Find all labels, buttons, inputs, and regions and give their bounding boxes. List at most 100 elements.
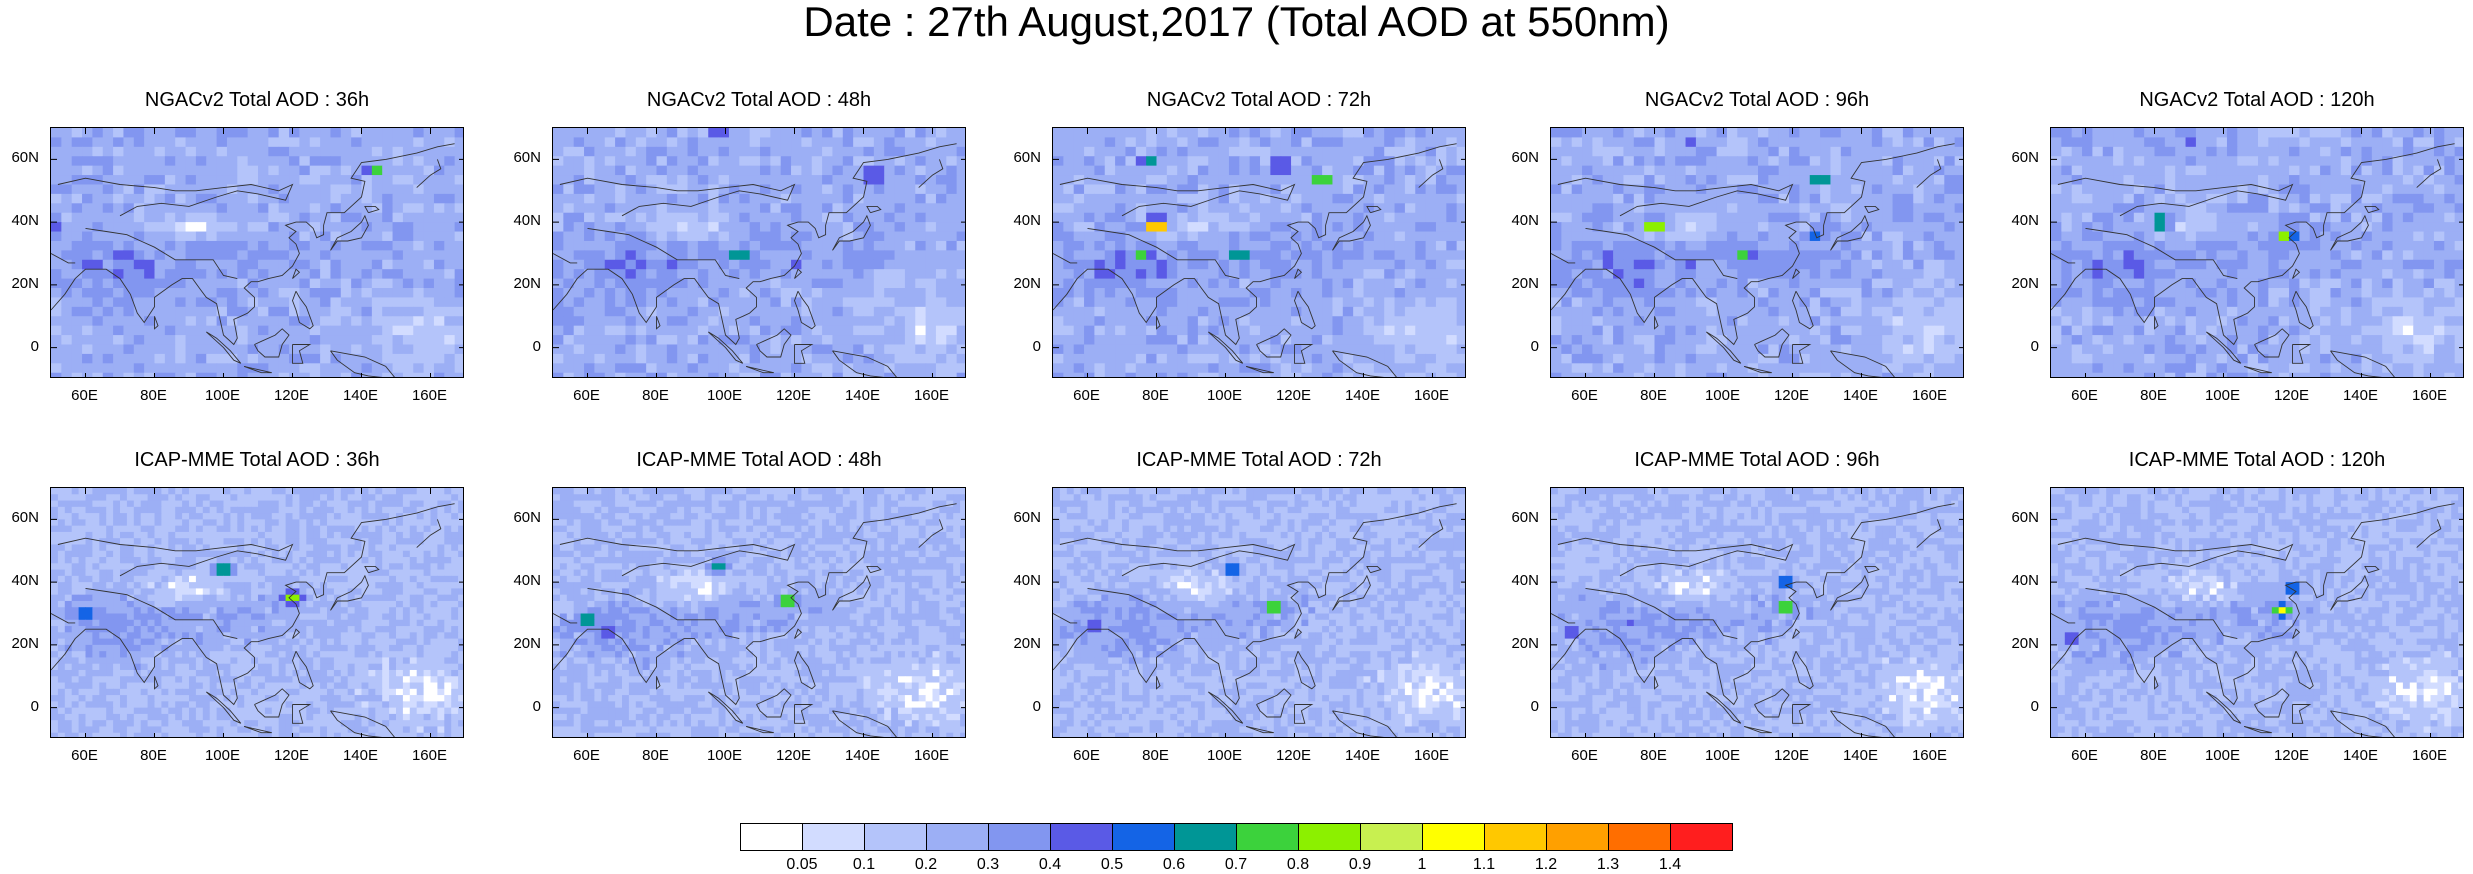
aod-cell: [728, 259, 740, 270]
aod-cell: [51, 146, 62, 157]
aod-cell: [1851, 372, 1862, 377]
aod-cell: [61, 212, 73, 223]
aod-cell: [289, 363, 300, 374]
aod-cell: [371, 165, 383, 176]
aod-cell: [853, 335, 864, 345]
aod-cell: [1778, 212, 1790, 223]
coastline: [1830, 350, 1895, 377]
aod-cell: [1218, 353, 1230, 364]
aod-cell: [1747, 335, 1759, 345]
aod-cell: [697, 165, 709, 176]
aod-cell: [1871, 259, 1883, 270]
aod-cell: [573, 137, 585, 148]
aod-cell: [801, 222, 813, 233]
aod-cell: [718, 240, 730, 251]
aod-cell: [351, 353, 362, 364]
aod-field: [1551, 128, 1963, 377]
aod-cell: [1747, 353, 1759, 364]
aod-cell: [1820, 156, 1831, 167]
aod-cell: [2216, 137, 2228, 148]
aod-cell: [1177, 288, 1189, 298]
aod-cell: [1311, 316, 1323, 327]
aod-cell: [247, 165, 259, 176]
aod-cell: [1551, 203, 1562, 214]
aod-cell: [371, 288, 383, 298]
aod-cell: [2144, 175, 2155, 185]
aod-cell: [563, 128, 575, 138]
aod-cell: [195, 278, 207, 289]
aod-cell: [454, 240, 463, 251]
aod-cell: [1737, 146, 1749, 157]
aod-cell: [1892, 335, 1904, 345]
aod-cell: [1840, 306, 1852, 317]
aod-cell: [739, 128, 751, 138]
aod-cell: [946, 325, 958, 336]
aod-cell: [1923, 306, 1935, 317]
aod-cell: [2258, 175, 2269, 185]
aod-cell: [728, 231, 740, 242]
aod-cell: [1446, 212, 1458, 223]
aod-cell: [2444, 128, 2456, 138]
aod-cell: [154, 137, 166, 148]
aod-cell: [1592, 288, 1604, 298]
aod-cell: [573, 212, 585, 223]
aod-cell: [2330, 184, 2342, 195]
aod-cell: [340, 278, 352, 289]
aod-cell: [1747, 212, 1759, 223]
aod-cell: [553, 184, 564, 195]
aod-cell: [904, 325, 916, 336]
aod-cell: [61, 325, 73, 336]
aod-cell: [258, 353, 269, 364]
aod-cell: [1342, 353, 1354, 364]
aod-cell: [1933, 259, 1945, 270]
aod-cell: [1923, 344, 1935, 355]
coastline: [1792, 268, 1801, 279]
aod-cell: [904, 193, 916, 204]
aod-cell: [309, 363, 321, 374]
aod-cell: [2402, 175, 2414, 185]
aod-cell: [1561, 288, 1573, 298]
aod-cell: [1716, 325, 1728, 336]
aod-cell: [402, 372, 414, 377]
aod-cell: [1758, 306, 1769, 317]
aod-cell: [1913, 137, 1925, 148]
aod-cell: [423, 184, 435, 195]
aod-cell: [635, 335, 647, 345]
aod-cell: [1053, 175, 1064, 185]
aod-cell: [646, 240, 657, 251]
aod-cell: [1104, 156, 1116, 167]
aod-cell: [1073, 231, 1085, 242]
aod-cell: [278, 259, 290, 270]
aod-cell: [1613, 203, 1624, 214]
aod-cell: [1726, 325, 1738, 336]
aod-cell: [258, 222, 269, 233]
aod-cell: [2340, 137, 2352, 148]
aod-cell: [1571, 316, 1583, 327]
aod-cell: [553, 325, 564, 336]
aod-cell: [2082, 203, 2093, 214]
aod-cell: [2361, 184, 2373, 195]
aod-cell: [1156, 297, 1168, 308]
aod-cell: [894, 137, 906, 148]
aod-cell: [2423, 203, 2435, 214]
aod-cell: [361, 363, 373, 374]
aod-cell: [144, 353, 155, 364]
aod-cell: [361, 306, 373, 317]
aod-cell: [1654, 146, 1666, 157]
aod-cell: [615, 344, 626, 355]
aod-cell: [739, 297, 751, 308]
aod-cell: [2371, 137, 2383, 148]
aod-cell: [1063, 297, 1075, 308]
aod-cell: [1187, 250, 1199, 261]
aod-cell: [299, 278, 311, 289]
aod-cell: [749, 231, 761, 242]
aod-cell: [1685, 193, 1697, 204]
aod-cell: [1871, 146, 1883, 157]
aod-cell: [1592, 278, 1604, 289]
aod-cell: [340, 306, 352, 317]
aod-cell: [206, 278, 218, 289]
aod-cell: [677, 363, 689, 374]
aod-cell: [1073, 344, 1085, 355]
aod-cell: [1871, 184, 1883, 195]
aod-cell: [1249, 212, 1261, 223]
